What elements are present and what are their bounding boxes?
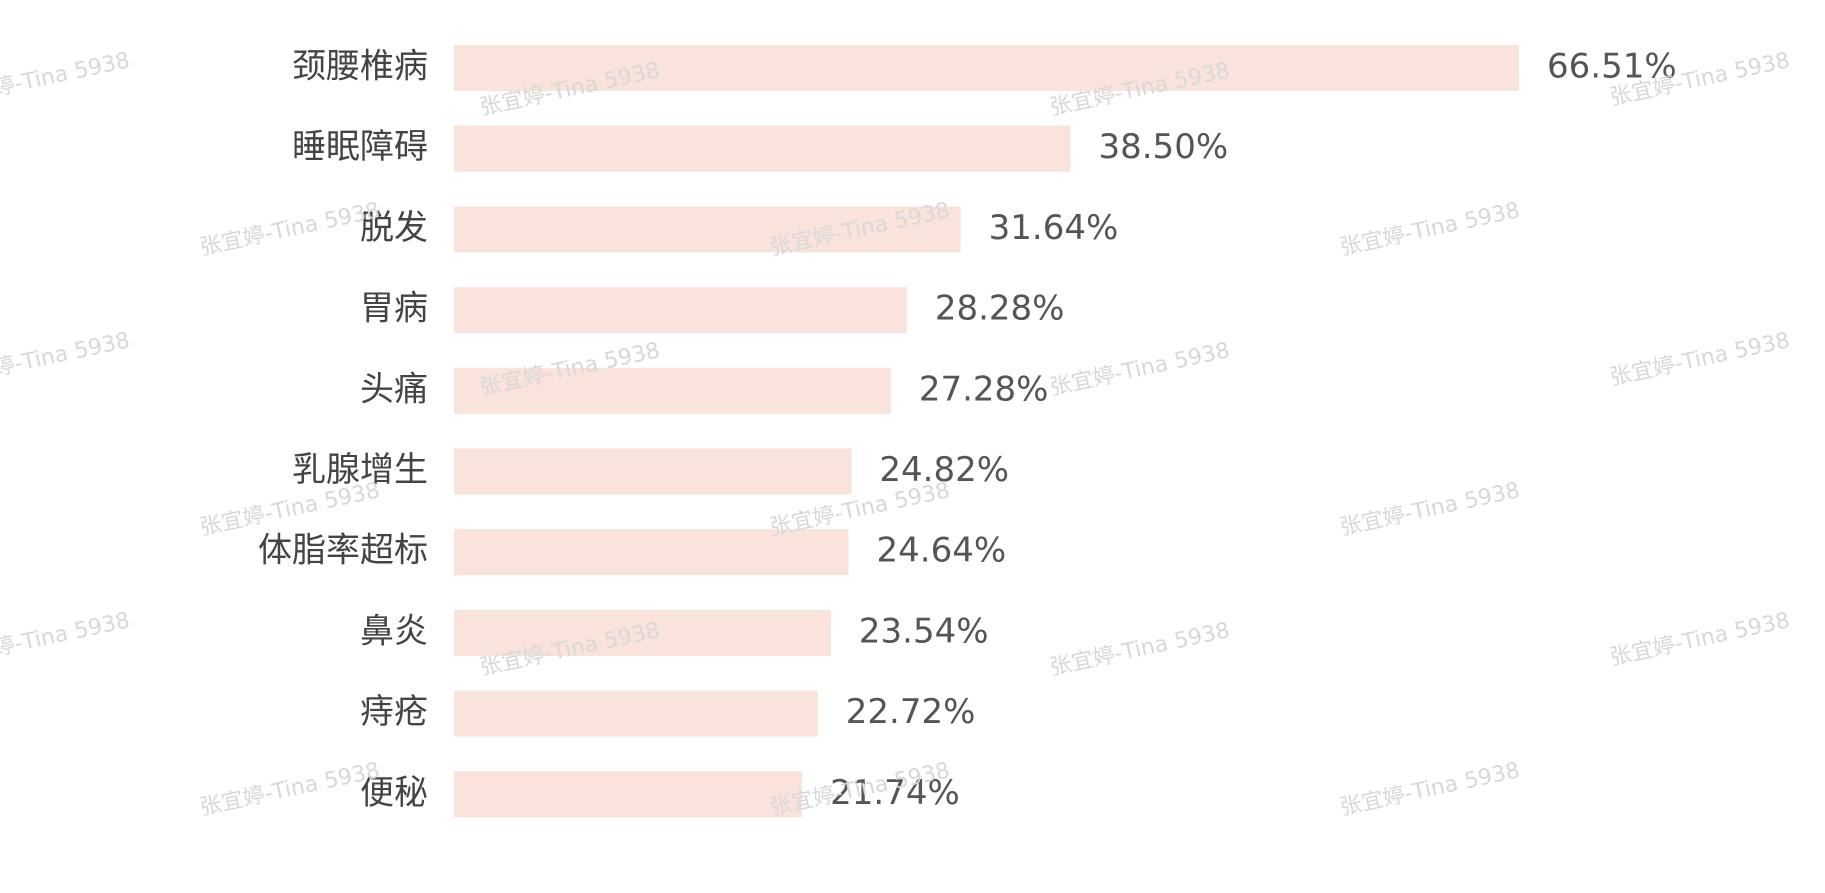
category-label: 头痛 <box>360 369 428 409</box>
bar <box>454 529 849 576</box>
category-label: 痔疮 <box>360 692 428 732</box>
watermark: 张宜婷-Tina 5938 <box>0 608 132 671</box>
bar <box>454 206 961 253</box>
category-label: 鼻炎 <box>360 611 428 651</box>
watermark: 张宜婷-Tina 5938 <box>0 48 132 111</box>
watermark: 张宜婷-Tina 5938 <box>1338 198 1522 261</box>
value-label: 24.82% <box>879 450 1009 490</box>
watermark: 张宜婷-Tina 5938 <box>198 198 382 261</box>
watermark: 张宜婷-Tina 5938 <box>1048 338 1232 401</box>
bar <box>454 609 831 656</box>
value-label: 28.28% <box>935 289 1065 329</box>
bar <box>454 448 852 495</box>
bar <box>454 125 1071 172</box>
value-label: 38.50% <box>1098 127 1228 167</box>
watermark: 张宜婷-Tina 5938 <box>198 758 382 821</box>
category-label: 睡眠障碍 <box>292 127 428 167</box>
category-label: 颈腰椎病 <box>292 47 428 87</box>
value-label: 21.74% <box>830 773 960 813</box>
category-label: 脱发 <box>360 208 428 248</box>
watermark: 张宜婷-Tina 5938 <box>1338 478 1522 541</box>
value-label: 24.64% <box>877 531 1007 571</box>
category-label: 便秘 <box>360 773 428 813</box>
category-label: 乳腺增生 <box>292 450 428 490</box>
watermark: 张宜婷-Tina 5938 <box>1048 618 1232 681</box>
bar <box>454 45 1519 91</box>
category-label: 胃病 <box>360 289 428 329</box>
value-label: 66.51% <box>1547 47 1677 87</box>
bar <box>454 771 803 818</box>
bar <box>454 690 818 737</box>
value-label: 31.64% <box>989 208 1119 248</box>
value-label: 22.72% <box>846 692 976 732</box>
watermark: 张宜婷-Tina 5938 <box>1338 758 1522 821</box>
bar <box>454 287 907 334</box>
watermark: 张宜婷-Tina 5938 <box>0 328 132 391</box>
bar <box>454 367 891 414</box>
value-label: 23.54% <box>859 611 989 651</box>
category-label: 体脂率超标 <box>258 531 428 571</box>
value-label: 27.28% <box>919 369 1049 409</box>
watermark: 张宜婷-Tina 5938 <box>1608 608 1792 671</box>
watermark: 张宜婷-Tina 5938 <box>1608 328 1792 391</box>
